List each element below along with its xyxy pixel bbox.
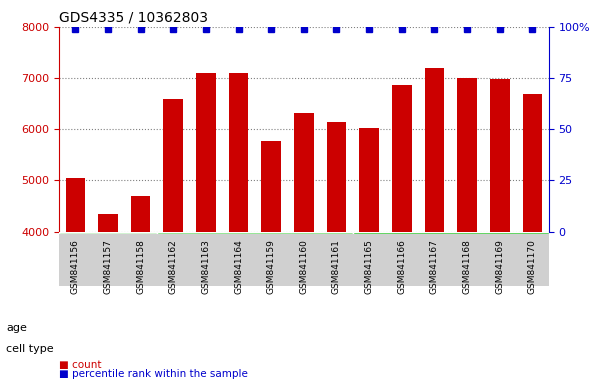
Text: GSM841156: GSM841156 <box>71 240 80 294</box>
FancyBboxPatch shape <box>255 254 451 276</box>
Text: GSM841162: GSM841162 <box>169 240 178 294</box>
Text: e15.5: e15.5 <box>239 238 271 248</box>
Bar <box>523 94 542 384</box>
Bar <box>425 68 444 384</box>
Bar <box>392 85 412 384</box>
Bar <box>261 141 281 384</box>
Text: GSM841157: GSM841157 <box>103 240 113 294</box>
Bar <box>327 122 346 384</box>
Text: ■ count: ■ count <box>59 360 101 370</box>
Text: GSM841166: GSM841166 <box>397 240 407 294</box>
Text: Sox9-: Sox9- <box>484 260 515 270</box>
Text: cell type: cell type <box>6 344 54 354</box>
Text: GSM841165: GSM841165 <box>365 240 373 294</box>
FancyBboxPatch shape <box>59 232 157 254</box>
Bar <box>457 78 477 384</box>
Text: GSM841159: GSM841159 <box>267 240 276 294</box>
Text: GSM841170: GSM841170 <box>528 240 537 294</box>
Text: GDS4335 / 10362803: GDS4335 / 10362803 <box>59 10 208 24</box>
FancyBboxPatch shape <box>157 254 255 276</box>
Bar <box>196 73 216 384</box>
FancyBboxPatch shape <box>59 254 157 276</box>
Bar <box>229 73 248 384</box>
Text: GSM841163: GSM841163 <box>201 240 211 294</box>
Text: Sox9+: Sox9+ <box>335 260 371 270</box>
Bar <box>131 196 150 384</box>
Text: e10.5: e10.5 <box>92 238 124 248</box>
Bar <box>163 99 183 384</box>
Text: GSM841168: GSM841168 <box>463 240 471 294</box>
Text: Ngn3+: Ngn3+ <box>186 260 225 270</box>
Bar <box>98 214 118 384</box>
Text: Sox9+: Sox9+ <box>90 260 126 270</box>
Bar <box>359 128 379 384</box>
Bar <box>294 113 314 384</box>
Text: GSM841169: GSM841169 <box>495 240 504 294</box>
Text: p23: p23 <box>440 238 461 248</box>
FancyBboxPatch shape <box>157 232 353 254</box>
Text: GSM841167: GSM841167 <box>430 240 439 294</box>
Text: GSM841160: GSM841160 <box>299 240 309 294</box>
Text: age: age <box>6 323 27 333</box>
Text: ■ percentile rank within the sample: ■ percentile rank within the sample <box>59 369 248 379</box>
Bar <box>490 79 510 384</box>
FancyBboxPatch shape <box>353 232 549 254</box>
Text: GSM841164: GSM841164 <box>234 240 243 294</box>
Text: GSM841161: GSM841161 <box>332 240 341 294</box>
Bar <box>65 178 85 384</box>
Text: GSM841158: GSM841158 <box>136 240 145 294</box>
FancyBboxPatch shape <box>451 254 549 276</box>
